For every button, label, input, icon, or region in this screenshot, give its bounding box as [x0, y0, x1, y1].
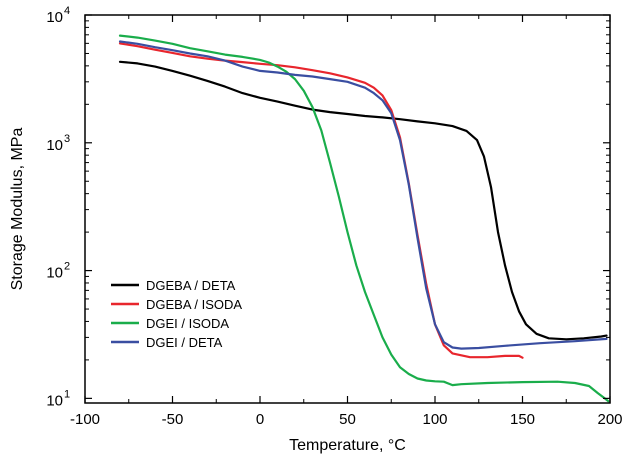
- y-tick-label: 10: [46, 265, 63, 282]
- x-tick-label: 0: [256, 411, 264, 428]
- y-tick-exponent: 1: [64, 388, 70, 400]
- series-layer: [118, 34, 610, 403]
- y-tick-label: 10: [46, 392, 63, 409]
- series-line: [118, 40, 608, 350]
- series-line: [118, 42, 524, 359]
- series-line: [118, 60, 608, 341]
- legend: DGEBA / DETA DGEBA / ISODA DGEI / ISODA DGE…: [111, 278, 242, 350]
- y-tick-exponent: 3: [64, 133, 70, 145]
- x-tick-label: -100: [70, 411, 100, 428]
- x-tick-label: 100: [422, 411, 447, 428]
- y-tick-exponent: 2: [64, 261, 70, 273]
- series-line: [118, 34, 610, 403]
- x-axis-title: Temperature, °C: [289, 437, 406, 454]
- legend-label: DGEBA / ISODA: [146, 297, 242, 312]
- x-tick-label: 50: [339, 411, 356, 428]
- y-tick-label: 10: [46, 137, 63, 154]
- legend-label: DGEI / DETA: [146, 335, 223, 350]
- x-tick-label: -50: [162, 411, 184, 428]
- x-tick-label: 200: [597, 411, 622, 428]
- y-tick-exponent: 4: [64, 5, 70, 17]
- legend-label: DGEBA / DETA: [146, 278, 236, 293]
- y-tick-label: 10: [46, 9, 63, 26]
- legend-label: DGEI / ISODA: [146, 316, 229, 331]
- y-axis-title: Storage Modulus, MPa: [9, 128, 26, 291]
- x-tick-label: 150: [510, 411, 535, 428]
